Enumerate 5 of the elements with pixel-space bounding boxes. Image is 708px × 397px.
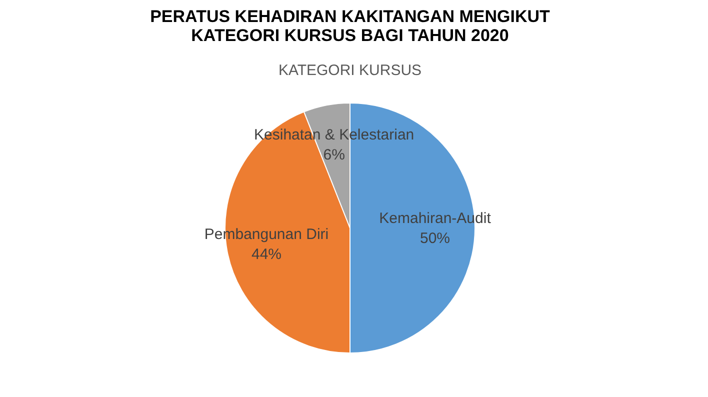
data-label: 44% [251, 246, 282, 263]
data-label: 50% [420, 230, 450, 247]
data-label: 6% [323, 146, 345, 164]
chart-title: PERATUS KEHADIRAN KAKITANGAN MENGIKUT KATEGORI KURSUS BAGI TAHUN 2020 [150, 7, 551, 45]
chart-subtitle: KATEGORI KURSUS [278, 62, 422, 79]
